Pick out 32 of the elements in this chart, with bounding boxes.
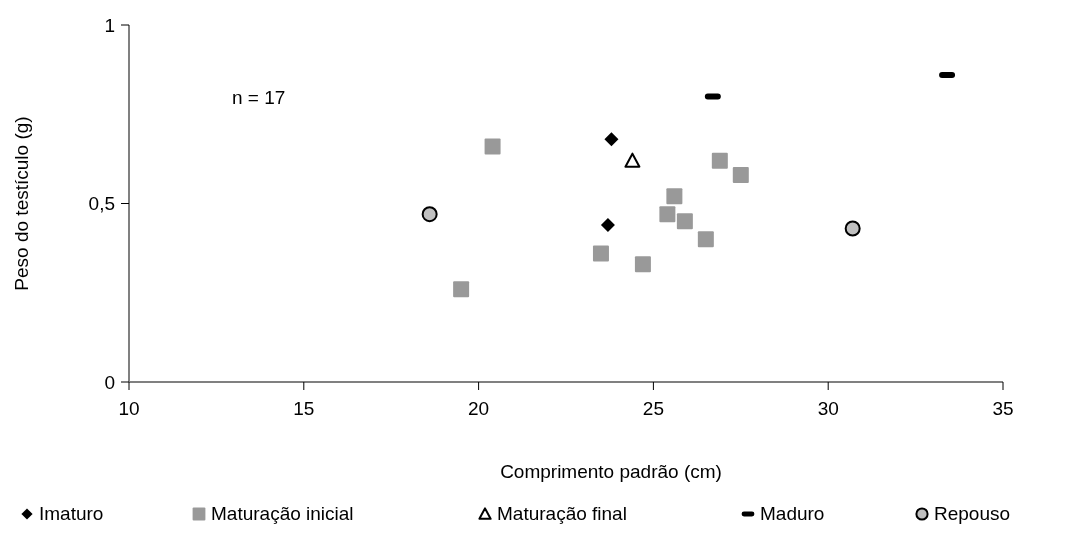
annotation: n = 17 — [232, 87, 286, 108]
point — [604, 132, 619, 147]
point — [711, 152, 728, 169]
x-tick-label: 20 — [468, 398, 490, 419]
x-tick-label: 30 — [817, 398, 839, 419]
point — [676, 213, 693, 230]
y-axis-title: Peso do testículo (g) — [11, 116, 32, 291]
legend-label: Repouso — [934, 503, 1011, 524]
legend-label: Maduro — [760, 503, 825, 524]
point — [421, 206, 438, 223]
x-axis-title: Comprimento padrão (cm) — [500, 461, 722, 482]
point — [844, 220, 861, 237]
point — [697, 231, 714, 248]
point — [659, 206, 676, 223]
y-tick-label: 1 — [104, 14, 115, 36]
point — [624, 152, 641, 168]
y-tick-label: 0,5 — [88, 193, 115, 215]
x-tick-label: 25 — [642, 398, 664, 419]
y-tick-label: 0 — [104, 371, 115, 393]
point — [666, 188, 683, 205]
point — [453, 281, 470, 298]
legend-label: Maturação final — [497, 503, 627, 524]
legend-label: Imaturo — [39, 503, 104, 524]
point — [732, 166, 749, 183]
x-tick-label: 15 — [293, 398, 315, 419]
point — [484, 138, 501, 155]
legend-label: Maturação inicial — [211, 503, 354, 524]
point — [634, 256, 651, 273]
point — [600, 217, 615, 232]
x-tick-label: 35 — [992, 398, 1014, 419]
point — [592, 245, 609, 262]
x-tick-label: 10 — [118, 398, 140, 419]
